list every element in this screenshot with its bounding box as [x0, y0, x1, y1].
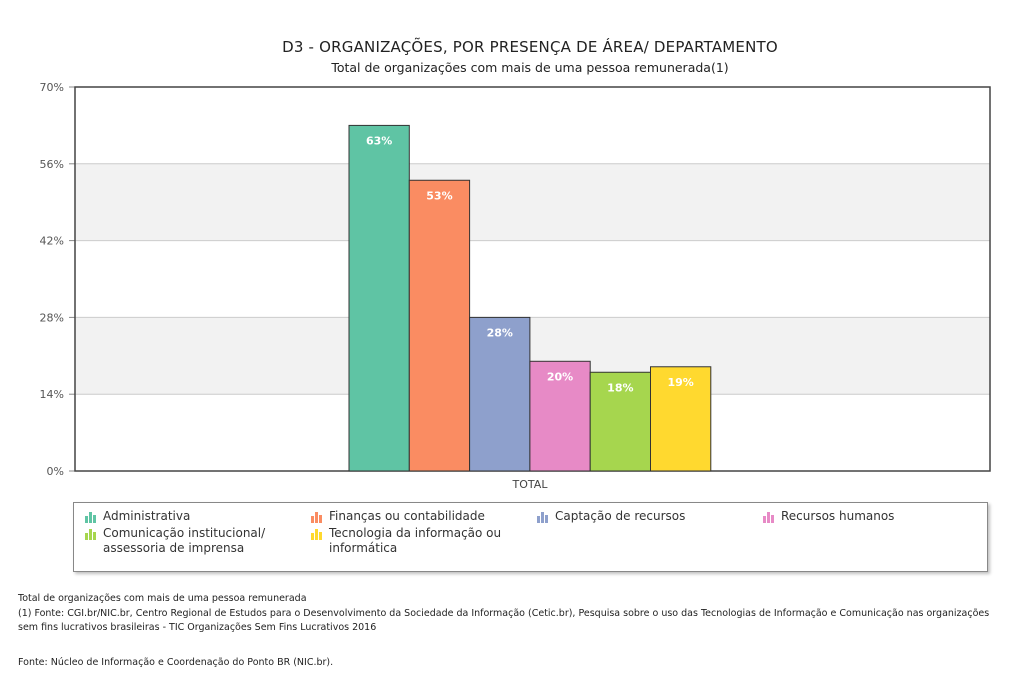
- bar-chart-icon: [85, 529, 96, 540]
- footnote-credit: Fonte: Núcleo de Informação e Coordenaçã…: [18, 657, 334, 668]
- legend-label: Administrativa: [103, 509, 191, 523]
- legend-item: Finanças ou contabilidade: [310, 509, 485, 524]
- y-tick-label: 14%: [40, 388, 64, 401]
- legend-item: Captação de recursos: [536, 509, 685, 524]
- data-label: 20%: [547, 370, 573, 383]
- bar: [589, 371, 652, 472]
- footnote-source: (1) Fonte: CGI.br/NIC.br, Centro Regiona…: [18, 608, 990, 633]
- data-label: 19%: [667, 376, 693, 389]
- legend-item: Administrativa: [84, 509, 190, 524]
- y-tick-label: 70%: [40, 81, 64, 94]
- bar: [348, 124, 410, 472]
- bar-chart-icon: [311, 529, 322, 540]
- bar: [529, 360, 591, 472]
- legend: Administrativa Finanças ou contabilidade C…: [73, 502, 988, 572]
- bar-chart-icon: [85, 512, 96, 523]
- y-tick-label: 56%: [40, 158, 64, 171]
- chart-subtitle: Total de organizações com mais de uma pe…: [331, 60, 729, 75]
- legend-item: Recursos humanos: [762, 509, 894, 524]
- legend-label: Comunicação institucional/ assessoria de…: [103, 526, 266, 555]
- grid-band: [75, 163, 990, 241]
- bar-chart: 0% 14% 28% 42% 56% 70% 63% 53% 28% 20% 18% 19% TOTAL: [40, 81, 991, 491]
- legend-item: Comunicação institucional/ assessoria de…: [84, 526, 265, 556]
- legend-label: Tecnologia da informação ou informática: [329, 526, 502, 555]
- legend-item: Tecnologia da informação ou informática: [310, 526, 501, 556]
- bar-chart-icon: [763, 512, 774, 523]
- legend-label: Recursos humanos: [781, 509, 895, 523]
- data-label: 28%: [487, 326, 513, 339]
- y-tick-label: 0%: [47, 465, 64, 478]
- data-label: 53%: [426, 189, 452, 202]
- bar: [650, 366, 712, 472]
- bar: [469, 316, 531, 472]
- bar-chart-icon: [311, 512, 322, 523]
- y-tick-label: 28%: [40, 311, 64, 324]
- chart-title: D3 - ORGANIZAÇÕES, POR PRESENÇA DE ÁREA/…: [282, 38, 778, 56]
- legend-label: Finanças ou contabilidade: [329, 509, 485, 523]
- x-category-label: TOTAL: [512, 478, 549, 491]
- footnote-sample: Total de organizações com mais de uma pe…: [18, 593, 307, 604]
- y-tick-label: 42%: [40, 235, 64, 248]
- bar: [408, 179, 471, 472]
- data-label: 18%: [607, 381, 633, 394]
- data-label: 63%: [366, 134, 392, 147]
- bar-chart-icon: [537, 512, 548, 523]
- legend-label: Captação de recursos: [555, 509, 686, 523]
